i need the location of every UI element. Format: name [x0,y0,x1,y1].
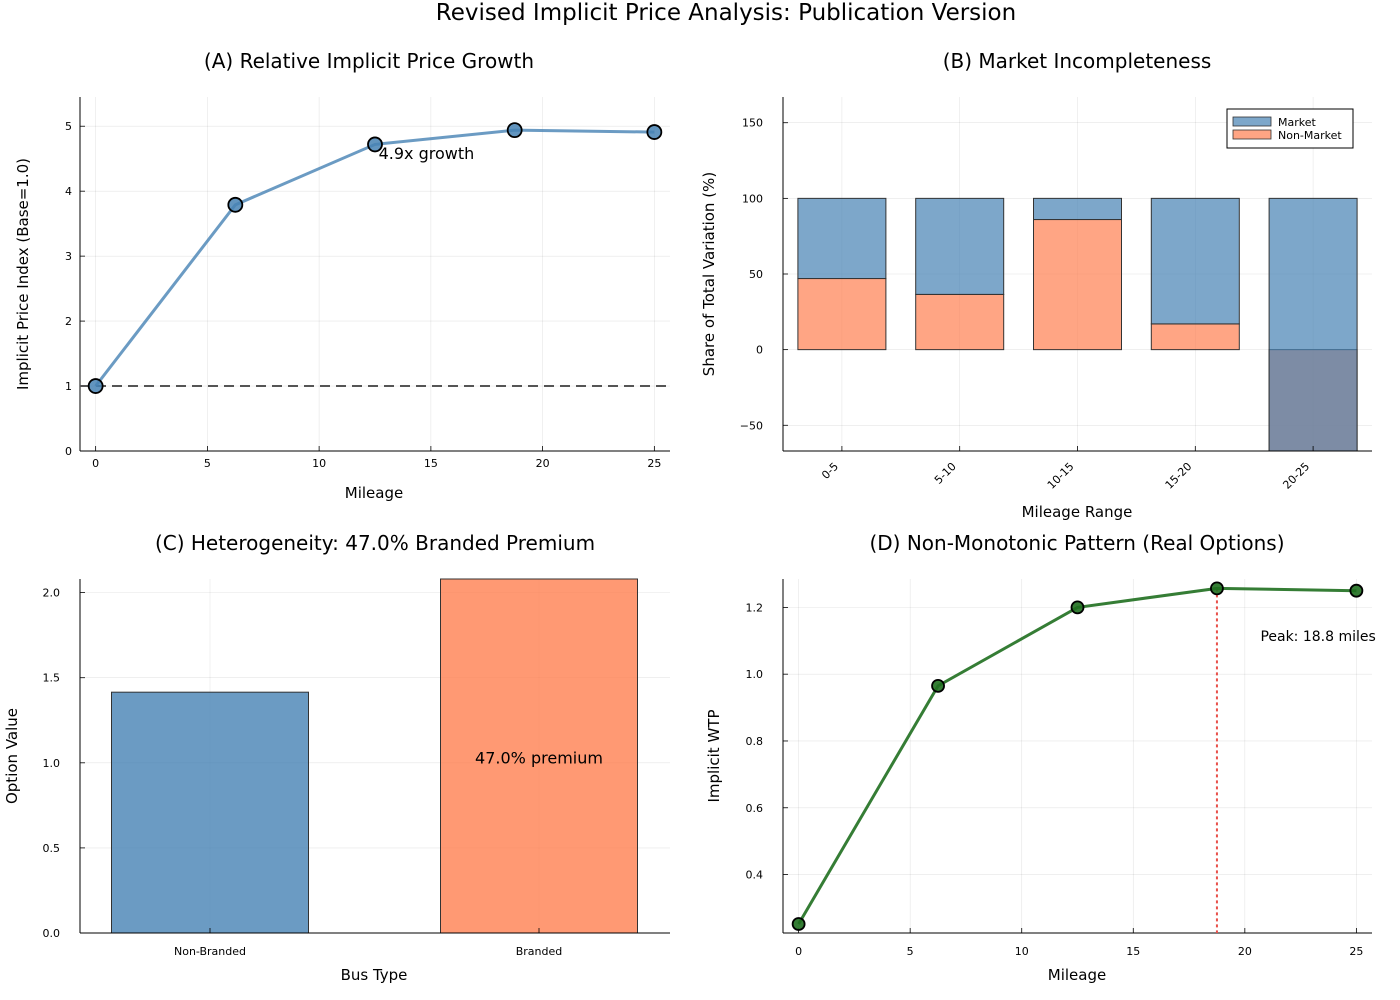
x-tick-label: 15 [424,457,438,470]
panel-title: (D) Non-Monotonic Pattern (Real Options) [869,531,1284,555]
peak-annotation: Peak: 18.8 miles [1260,629,1375,645]
premium-annotation: 47.0% premium [475,749,603,768]
data-point [791,917,806,931]
bar-branded [440,578,638,934]
x-tick-label: 15 [1126,945,1140,958]
figure-title: Revised Implicit Price Analysis: Publica… [436,0,1016,26]
data-point [1070,600,1085,615]
bar-market-5-10 [915,197,1005,295]
bar-market-20-25 [1268,197,1358,452]
y-axis-label: Implicit WTP [705,710,723,803]
legend-label: Non-Market [1278,129,1342,142]
x-tick-label: 25 [647,457,661,470]
x-tick-label: 5 [204,457,211,470]
growth-annotation: 4.9x growth [379,144,475,163]
bar-market-0-5 [797,197,887,280]
bar-non-market-15-20 [1150,323,1240,351]
y-tick-label: 50 [749,268,763,281]
x-tick-label: Non-Branded [174,945,246,958]
legend-box [1226,108,1354,149]
y-tick-label: 2.0 [43,587,61,600]
x-tick-label: 0-5 [819,460,841,482]
x-tick-label: 15-20 [1163,460,1195,492]
x-tick-label: 20-25 [1280,460,1312,492]
y-tick-label: 4 [65,185,72,198]
y-tick-label: 150 [742,117,763,130]
panel-title: (A) Relative Implicit Price Growth [204,49,534,73]
panel-title: (C) Heterogeneity: 47.0% Branded Premium [155,531,595,555]
panel-b-market-incompleteness: −50 0 50 100 150 0-5 5-10 10-15 15-20 20-25 Market… [700,49,1372,521]
data-point [227,196,244,213]
data-point [646,124,663,140]
data-point [1210,581,1224,596]
y-tick-label: −50 [740,419,763,432]
x-tick-label: 0 [92,457,99,470]
y-tick-label: 1.2 [746,601,764,614]
bar-market-10-15 [1033,197,1122,221]
data-point [931,678,945,693]
x-axis-label: Mileage Range [1022,503,1133,521]
bar-non-market-5-10 [915,293,1005,351]
x-tick-label: 0 [795,945,802,958]
x-tick-label: 5-10 [932,460,959,487]
y-tick-label: 1.5 [43,672,61,685]
bar-non-market-0-5 [797,278,887,351]
bar-non-branded [111,691,309,934]
y-tick-label: 100 [742,192,763,205]
x-axis-label: Mileage [345,484,403,502]
x-axis-label: Mileage [1048,966,1106,984]
y-tick-label: 1.0 [746,668,764,681]
data-point [506,122,523,139]
y-tick-label: 0 [65,445,72,458]
x-tick-label: 10-15 [1045,460,1077,492]
legend-swatch [1232,129,1272,140]
legend-label: Market [1278,116,1316,129]
x-tick-label: 10 [1015,945,1029,958]
x-tick-label: 20 [536,457,550,470]
y-axis-label: Share of Total Variation (%) [700,172,718,376]
x-tick-label: 5 [907,945,914,958]
y-tick-label: 1 [65,380,72,393]
y-axis-label: Option Value [3,708,21,804]
y-tick-label: 0.5 [43,842,61,855]
panel-title: (B) Market Incompleteness [943,49,1212,73]
panel-d-non-monotonic: 0 5 10 15 20 25 0.4 0.6 0.8 1.0 1.2 Peak: 18.8 mile… [705,531,1376,984]
data-point [87,378,104,394]
y-tick-label: 3 [65,250,72,263]
data-point [1349,583,1364,598]
y-tick-label: 0.0 [43,927,61,940]
y-tick-label: 0 [756,344,763,357]
legend-swatch [1232,116,1272,127]
x-tick-label: 20 [1238,945,1252,958]
y-tick-label: 5 [65,120,72,133]
bar-non-market-10-15 [1033,219,1122,351]
data-point [367,136,383,153]
x-axis-label: Bus Type [341,966,408,984]
bar-market-15-20 [1150,197,1240,325]
series-line [94,128,655,387]
y-tick-label: 1.0 [43,757,61,770]
y-tick-label: 2 [65,315,72,328]
y-axis-label: Implicit Price Index (Base=1.0) [14,158,32,390]
y-tick-label: 0.4 [746,869,764,882]
x-tick-label: 25 [1349,945,1363,958]
y-tick-label: 0.8 [746,735,764,748]
x-tick-label: 10 [312,457,326,470]
x-tick-label: Branded [516,945,563,958]
y-tick-label: 0.6 [746,802,764,815]
panel-c-heterogeneity: 0.0 0.5 1.0 1.5 2.0 Non-Branded Branded 47.0% p… [3,531,670,984]
panel-a-price-growth: 0 5 10 15 20 25 0 1 2 3 4 5 4.9x growth (A) Relative … [14,49,670,502]
